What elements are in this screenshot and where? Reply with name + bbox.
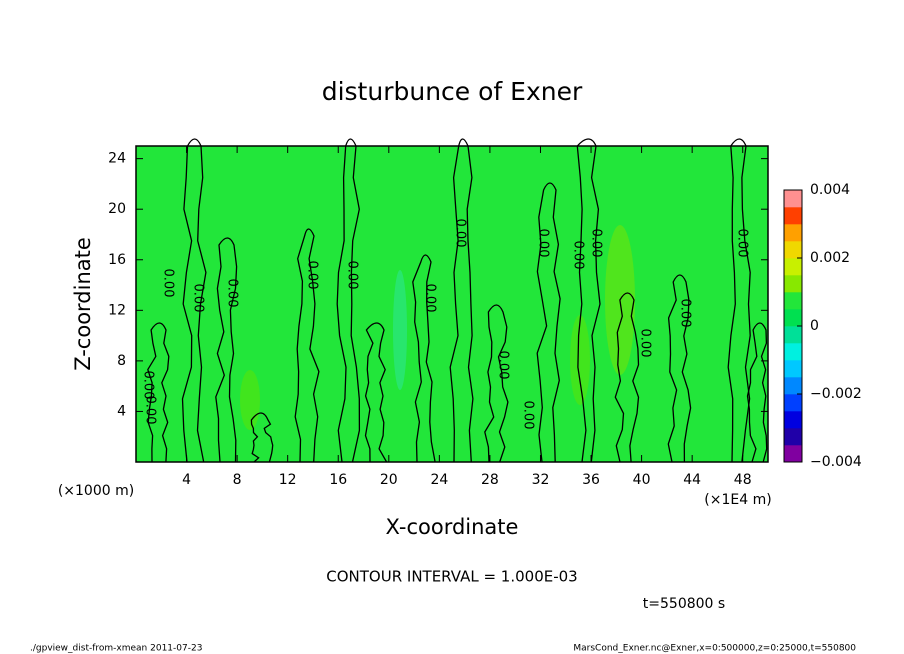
contour-label: 0.00: [191, 284, 206, 313]
y-tick-label: 8: [117, 353, 126, 369]
contour-line: [336, 138, 361, 463]
field-patch: [240, 370, 260, 430]
contour-line: [449, 138, 474, 463]
contour-label: 0.00: [521, 401, 536, 430]
contour-line: [294, 228, 320, 463]
field-patch: [393, 270, 407, 390]
x-tick-label: 48: [734, 472, 752, 488]
contour-line: [484, 304, 509, 463]
x-tick-label: 36: [582, 472, 600, 488]
colorbar-swatch: [784, 411, 802, 429]
contour-line: [576, 138, 601, 463]
colorbar-swatch: [784, 343, 802, 361]
contour-label: 0.00: [345, 261, 360, 290]
y-axis-label: Z-coordinate: [71, 237, 95, 371]
colorbar-tick-label: 0: [810, 318, 819, 334]
x-tick-label: 40: [633, 472, 651, 488]
colorbar-swatch: [784, 445, 802, 463]
contour-label: 0.00: [589, 229, 604, 258]
colorbar-swatch: [784, 394, 802, 412]
colorbar-swatch: [784, 360, 802, 378]
y-unit: (×1000 m): [58, 483, 134, 499]
field-patch: [570, 315, 590, 405]
contour-interval: CONTOUR INTERVAL = 1.000E-03: [326, 568, 577, 586]
colorbar-tick-label: 0.002: [810, 250, 850, 266]
contour-line: [181, 138, 207, 463]
y-tick-label: 24: [108, 151, 126, 167]
footer-left: ./gpview_dist-from-xmean 2011-07-23: [30, 644, 202, 654]
contour-label: 0.00: [678, 299, 693, 328]
footer-right: MarsCond_Exner.nc@Exner,x=0:500000,z=0:2…: [573, 644, 856, 654]
colorbar-swatch: [784, 190, 802, 208]
x-tick-label: 32: [532, 472, 550, 488]
colorbar-swatch: [784, 241, 802, 259]
x-unit: (×1E4 m): [704, 492, 771, 508]
contour-label: 0.00: [536, 229, 551, 258]
colorbar-swatch: [784, 224, 802, 242]
contour-line: [667, 274, 692, 463]
colorbar-tick-label: −0.002: [810, 386, 862, 402]
colorbar-swatch: [784, 326, 802, 344]
y-tick-label: 4: [117, 403, 126, 419]
contour-line: [536, 182, 561, 463]
contour-label: 0.00: [453, 219, 468, 248]
contour-line: [250, 412, 274, 463]
colorbar-swatch: [784, 309, 802, 327]
x-tick-label: 24: [430, 472, 448, 488]
contour-line: [614, 292, 640, 463]
contour-label: 0.00: [423, 284, 438, 313]
contour-label: 0.00: [571, 241, 586, 270]
colorbar-tick-label: −0.004: [810, 454, 862, 470]
contour-label: 0.00: [496, 351, 511, 380]
plot-frame: [135, 145, 769, 463]
colorbar-tick-label: 0.004: [810, 182, 850, 198]
colorbar-swatch: [784, 428, 802, 446]
colorbar-swatch: [784, 292, 802, 310]
contour-label: 0.00: [161, 269, 176, 298]
time-label: t=550800 s: [643, 596, 725, 612]
contour-line: [215, 237, 238, 463]
colorbar-swatch: [784, 377, 802, 395]
x-tick-label: 4: [182, 472, 191, 488]
contour-label: 0.00: [305, 261, 320, 290]
y-tick-label: 20: [108, 201, 126, 217]
contour-label: 0.00: [141, 371, 156, 400]
contour-line: [746, 322, 768, 463]
colorbar-swatch: [784, 207, 802, 225]
contour-label: 0.00: [225, 279, 240, 308]
contour-line: [727, 138, 751, 463]
contour-label: 0.00: [735, 229, 750, 258]
chart-title: disturbunce of Exner: [322, 77, 583, 106]
y-tick-label: 12: [108, 302, 126, 318]
contour-label: 0.00: [143, 396, 158, 425]
contour-line: [412, 254, 436, 463]
x-axis-label: X-coordinate: [386, 515, 519, 539]
x-tick-label: 20: [380, 472, 398, 488]
x-tick-label: 16: [329, 472, 347, 488]
x-tick-label: 44: [683, 472, 701, 488]
x-tick-label: 8: [233, 472, 242, 488]
colorbar-swatch: [784, 275, 802, 293]
colorbar-swatch: [784, 258, 802, 276]
contour-label: 0.00: [638, 329, 653, 358]
contour-line: [147, 322, 170, 463]
y-tick-label: 16: [108, 252, 126, 268]
x-tick-label: 28: [481, 472, 499, 488]
x-tick-label: 12: [279, 472, 297, 488]
contour-line: [364, 322, 388, 463]
